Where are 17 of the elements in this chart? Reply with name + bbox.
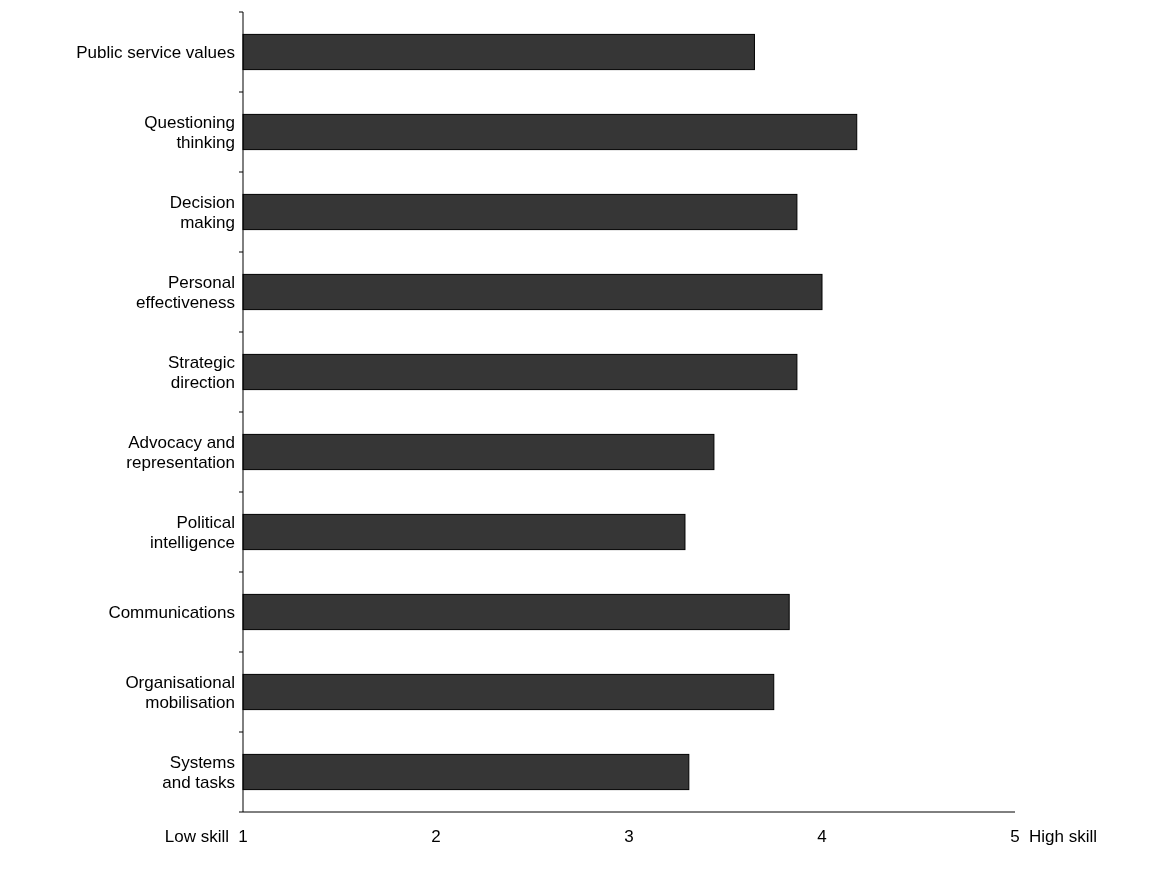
- y-tick-label: Communications: [108, 603, 235, 622]
- y-tick-label: Advocacy and representation: [126, 433, 235, 472]
- x-tick-label: 4: [817, 827, 827, 846]
- y-tick-label: Personal effectiveness: [136, 273, 235, 312]
- y-tick-label: Public service values: [76, 43, 235, 62]
- y-tick-label: Questioning thinking: [144, 113, 235, 152]
- x-tick-label: 5: [1010, 827, 1020, 846]
- y-tick-label: Organisational mobilisation: [125, 673, 235, 712]
- text: High skill: [1029, 827, 1098, 846]
- y-tick-label: Systems and tasks: [162, 753, 235, 792]
- y-tick-label: Decision making: [169, 193, 235, 232]
- y-tick-label: Strategic direction: [167, 353, 236, 392]
- x-tick-label: 2: [431, 827, 441, 846]
- y-tick-label: Political intelligence: [149, 513, 235, 552]
- x-tick-label: 1: [238, 827, 248, 846]
- x-tick-label: 3: [624, 827, 634, 846]
- text: Low skill: [164, 827, 229, 846]
